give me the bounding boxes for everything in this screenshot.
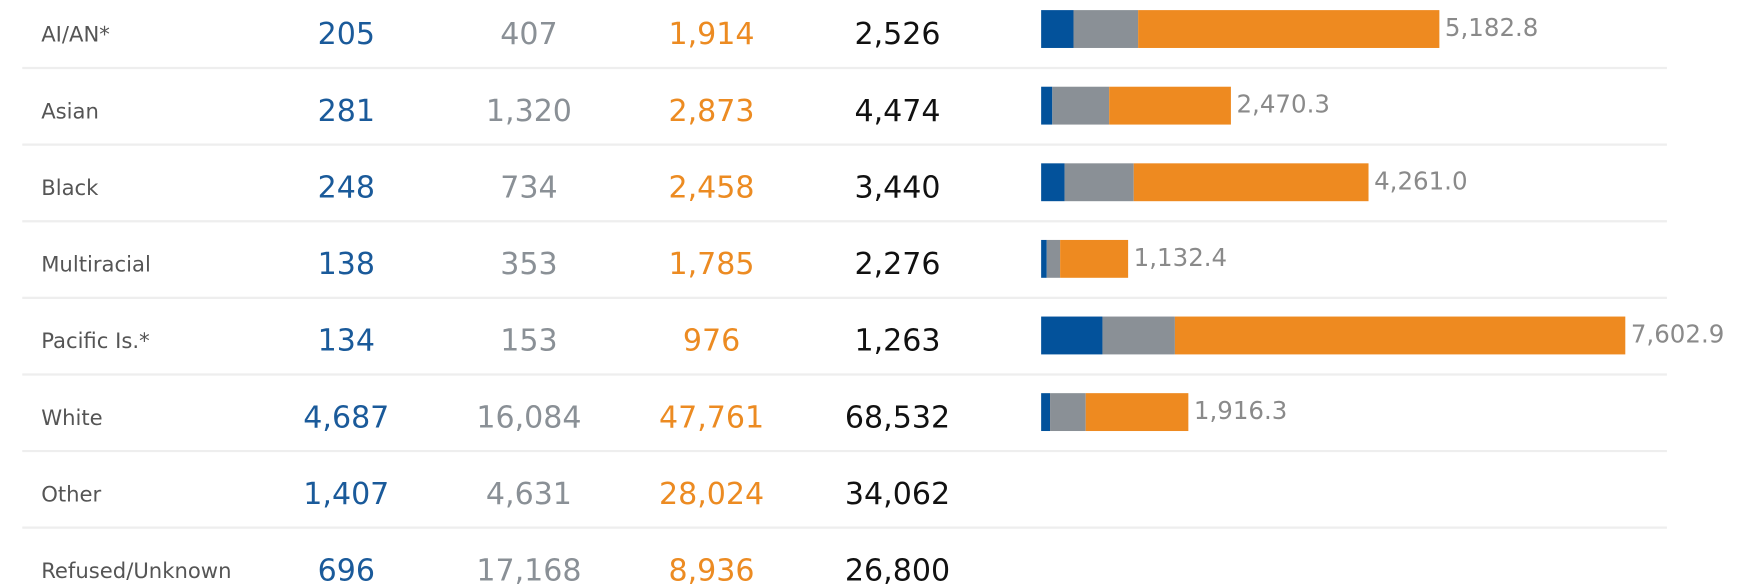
bar-label: 4,261.0 — [1374, 166, 1467, 195]
cell: 734 — [500, 170, 557, 205]
row-label: AI/AN* — [41, 22, 110, 47]
bar-segment — [1050, 393, 1086, 432]
bar-segment — [1046, 239, 1061, 278]
bar-segment — [1109, 86, 1231, 125]
bar-segment — [1041, 393, 1051, 432]
bar-label: 1,916.3 — [1194, 396, 1287, 425]
bar-segment — [1174, 316, 1626, 355]
cell: 696 — [318, 553, 375, 587]
cell: 1,407 — [303, 477, 389, 512]
row-label: Multiracial — [41, 252, 151, 277]
bar-segment — [1041, 86, 1053, 125]
cell: 16,084 — [476, 400, 581, 435]
row-label: Other — [41, 481, 101, 506]
bar-segment — [1138, 10, 1440, 48]
cell: 138 — [318, 247, 375, 282]
bar-segment — [1052, 86, 1110, 125]
bar-segment — [1041, 163, 1065, 202]
cell: 1,320 — [486, 94, 572, 129]
bar-segment — [1064, 163, 1134, 202]
cell: 47,761 — [659, 400, 764, 435]
cell: 2,458 — [669, 170, 755, 205]
row-label: Pacific Is.* — [41, 328, 149, 353]
row-label: Refused/Unknown — [41, 558, 231, 583]
row-label: Asian — [41, 98, 99, 123]
cell: 28,024 — [659, 477, 764, 512]
cell: 353 — [500, 247, 557, 282]
bar-label: 5,182.8 — [1445, 13, 1538, 42]
bar-segment — [1073, 10, 1139, 48]
row-label: White — [41, 405, 102, 430]
bar-segment — [1085, 393, 1189, 432]
bar-label: 7,602.9 — [1631, 319, 1724, 348]
cell: 1,263 — [854, 324, 940, 359]
cell: 1,785 — [669, 247, 755, 282]
bar-label: 2,470.3 — [1236, 90, 1329, 119]
cell: 281 — [318, 94, 375, 129]
bar-segment — [1060, 239, 1129, 278]
cell: 134 — [318, 324, 375, 359]
cell: 1,914 — [669, 17, 755, 52]
cell: 153 — [500, 324, 557, 359]
cell: 976 — [683, 324, 740, 359]
cell: 8,936 — [669, 553, 755, 587]
cell: 2,873 — [669, 94, 755, 129]
cell: 2,276 — [854, 247, 940, 282]
bar-segment — [1041, 10, 1074, 48]
cell: 4,631 — [486, 477, 572, 512]
row-label: Black — [41, 175, 99, 200]
cell: 4,474 — [854, 94, 940, 129]
cell: 17,168 — [476, 553, 581, 587]
cell: 248 — [318, 170, 375, 205]
cell: 4,687 — [303, 400, 389, 435]
cell: 205 — [318, 17, 375, 52]
bar-label: 1,132.4 — [1134, 243, 1227, 272]
bar-segment — [1041, 239, 1047, 278]
cell: 26,800 — [845, 553, 950, 587]
cell: 68,532 — [845, 400, 950, 435]
cell: 3,440 — [854, 170, 940, 205]
bar-segment — [1133, 163, 1369, 202]
bar-segment — [1041, 316, 1103, 355]
cell: 407 — [500, 17, 557, 52]
bar-segment — [1102, 316, 1175, 355]
cell: 2,526 — [854, 17, 940, 52]
cell: 34,062 — [845, 477, 950, 512]
